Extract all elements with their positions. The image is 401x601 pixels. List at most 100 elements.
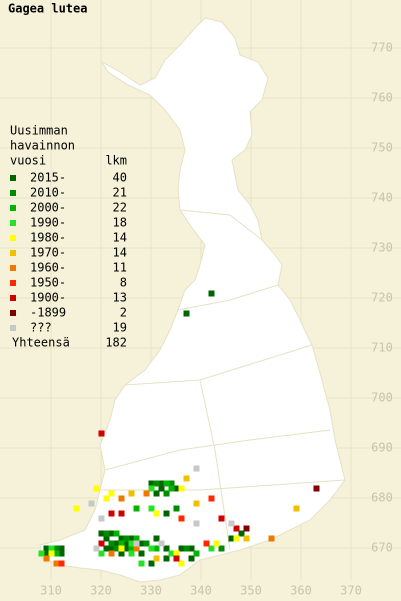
observation-square — [148, 480, 155, 487]
observation-square — [43, 545, 50, 552]
x-tick-label: 320 — [90, 584, 112, 598]
observation-square — [183, 310, 190, 317]
legend-label: 1960- — [30, 261, 66, 275]
observation-square — [48, 550, 55, 557]
observation-square — [48, 545, 55, 552]
legend-swatch — [10, 310, 16, 316]
total-count: 182 — [105, 336, 127, 350]
y-tick-label: 740 — [371, 191, 393, 205]
legend-count: 22 — [113, 201, 127, 215]
observation-square — [133, 535, 140, 542]
observation-square — [133, 545, 140, 552]
x-tick-label: 330 — [140, 584, 162, 598]
observation-square — [178, 515, 185, 522]
y-tick-label: 680 — [371, 491, 393, 505]
observation-square — [98, 430, 105, 437]
observation-square — [108, 550, 115, 557]
x-tick-label: 360 — [290, 584, 312, 598]
observation-square — [128, 545, 135, 552]
legend-label: -1899 — [30, 306, 66, 320]
observation-square — [103, 535, 110, 542]
observation-square — [163, 555, 170, 562]
y-tick-label: 670 — [371, 541, 393, 555]
observation-square — [123, 535, 130, 542]
observation-square — [53, 545, 60, 552]
y-tick-label: 730 — [371, 241, 393, 255]
observation-square — [208, 545, 215, 552]
observation-square — [123, 540, 130, 547]
count-header: lkm — [105, 154, 127, 168]
observation-square — [178, 485, 185, 492]
legend-count: 2 — [120, 306, 127, 320]
observation-square — [108, 510, 115, 517]
x-tick-label: 340 — [190, 584, 212, 598]
observation-square — [148, 505, 155, 512]
observation-square — [238, 530, 245, 537]
legend-label: 2010- — [30, 186, 66, 200]
observation-square — [193, 465, 200, 472]
observation-square — [153, 480, 160, 487]
observation-square — [293, 505, 300, 512]
observation-square — [138, 550, 145, 557]
observation-square — [118, 495, 125, 502]
title: Gagea lutea — [8, 2, 87, 16]
observation-square — [128, 550, 135, 557]
observation-square — [163, 480, 170, 487]
legend-count: 21 — [113, 186, 127, 200]
observation-square — [128, 490, 135, 497]
observation-square — [53, 550, 60, 557]
observation-square — [213, 540, 220, 547]
observation-square — [103, 495, 110, 502]
legend-label: 1980- — [30, 231, 66, 245]
observation-square — [118, 510, 125, 517]
observation-square — [118, 545, 125, 552]
observation-square — [123, 545, 130, 552]
observation-square — [103, 530, 110, 537]
observation-square — [228, 520, 235, 527]
observation-square — [148, 545, 155, 552]
observation-square — [218, 545, 225, 552]
observation-square — [133, 540, 140, 547]
legend-count: 40 — [113, 171, 127, 185]
observation-square — [113, 530, 120, 537]
observation-square — [128, 540, 135, 547]
observation-square — [233, 525, 240, 532]
observation-square — [143, 540, 150, 547]
legend-swatch — [10, 280, 16, 286]
y-tick-label: 690 — [371, 441, 393, 455]
legend-title: havainnon — [10, 139, 75, 153]
legend-swatch — [10, 250, 16, 256]
legend-label: 1990- — [30, 216, 66, 230]
observation-square — [183, 545, 190, 552]
observation-square — [108, 540, 115, 547]
observation-square — [228, 535, 235, 542]
observation-square — [128, 535, 135, 542]
legend-swatch — [10, 205, 16, 211]
observation-square — [113, 540, 120, 547]
observation-square — [113, 545, 120, 552]
observation-square — [208, 495, 215, 502]
legend-swatch — [10, 295, 16, 301]
y-tick-label: 700 — [371, 391, 393, 405]
observation-square — [103, 545, 110, 552]
legend-count: 11 — [113, 261, 127, 275]
observation-square — [203, 540, 210, 547]
observation-square — [153, 490, 160, 497]
observation-square — [58, 545, 65, 552]
observation-square — [98, 540, 105, 547]
y-tick-label: 770 — [371, 41, 393, 55]
observation-square — [73, 505, 80, 512]
y-tick-label: 720 — [371, 291, 393, 305]
legend-swatch — [10, 325, 16, 331]
legend-count: 13 — [113, 291, 127, 305]
observation-square — [108, 530, 115, 537]
legend-title: Uusimman — [10, 124, 68, 138]
observation-square — [133, 505, 140, 512]
observation-square — [268, 535, 275, 542]
y-tick-label: 750 — [371, 141, 393, 155]
observation-square — [158, 485, 165, 492]
y-tick-label: 710 — [371, 341, 393, 355]
observation-square — [193, 500, 200, 507]
observation-square — [153, 545, 160, 552]
